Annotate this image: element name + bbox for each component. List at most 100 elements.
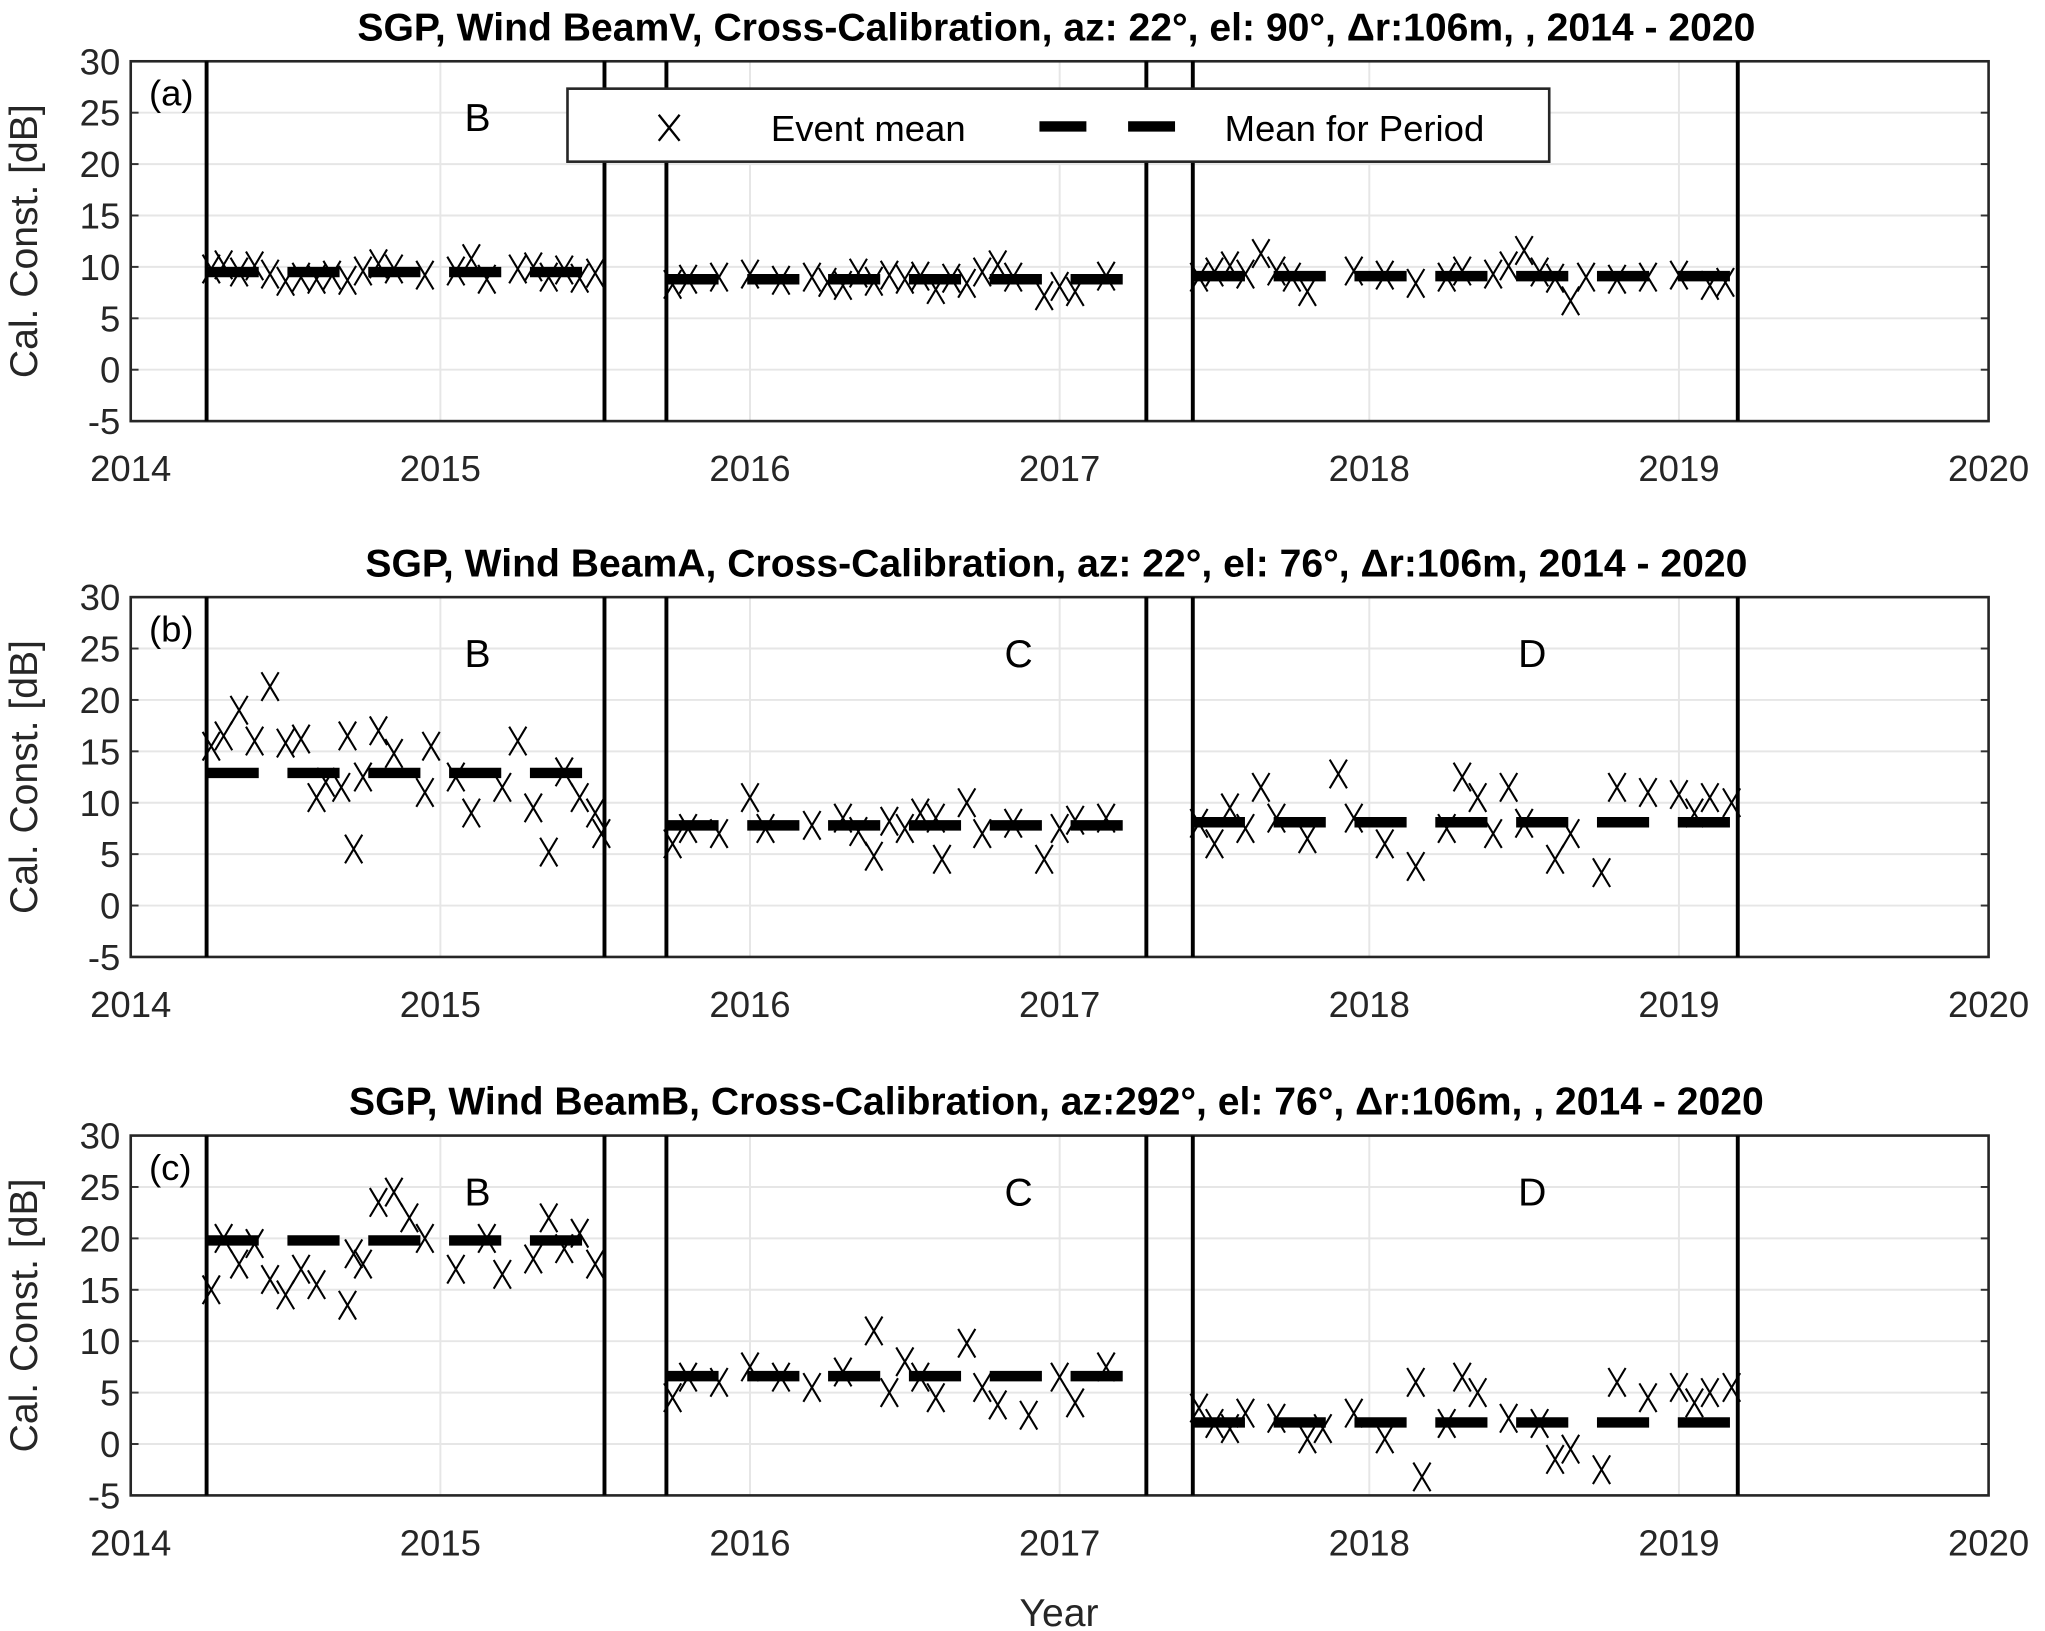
event-mean-marker	[1514, 808, 1534, 839]
event-mean-marker	[1375, 260, 1395, 291]
y-tick-label: -5	[88, 937, 120, 978]
event-mean-marker	[1592, 1454, 1612, 1485]
x-tick-label: 2017	[1019, 1522, 1100, 1563]
event-mean-marker	[554, 757, 574, 787]
event-mean-marker	[1700, 270, 1720, 301]
y-tick-label: 10	[80, 1321, 121, 1362]
y-tick-label: 0	[100, 1424, 120, 1465]
event-mean-marker	[848, 258, 868, 288]
event-mean-marker	[554, 255, 574, 285]
event-mean-marker	[1669, 1372, 1689, 1403]
x-tick-label: 2018	[1329, 1522, 1410, 1563]
y-tick-label: 20	[80, 144, 121, 185]
period-label: C	[1004, 633, 1032, 676]
event-mean-marker	[1499, 250, 1519, 281]
period-label: B	[464, 633, 490, 676]
x-tick-label: 2016	[709, 448, 790, 489]
event-mean-marker	[1638, 262, 1658, 293]
event-mean-marker	[771, 1362, 791, 1393]
event-mean-marker	[1452, 762, 1472, 792]
x-tick-label: 2014	[90, 1522, 171, 1563]
event-mean-marker	[1576, 262, 1596, 293]
x-tick-label: 2019	[1638, 984, 1719, 1025]
event-mean-marker	[1545, 1444, 1565, 1475]
event-mean-marker	[1561, 285, 1581, 316]
event-mean-marker	[1700, 782, 1720, 813]
event-mean-marker	[461, 798, 481, 828]
legend-entry-mean-for-period: Mean for Period	[1225, 108, 1485, 149]
event-mean-marker	[1096, 1352, 1116, 1382]
event-mean-marker	[1406, 268, 1426, 299]
event-mean-marker	[1220, 1413, 1240, 1444]
x-tick-label: 2018	[1329, 984, 1410, 1025]
event-mean-marker	[368, 715, 388, 746]
event-mean-marker	[1499, 1403, 1519, 1434]
event-mean-marker	[570, 1218, 590, 1249]
event-mean-marker	[895, 813, 915, 844]
event-mean-marker	[214, 721, 234, 751]
event-mean-marker	[201, 731, 221, 762]
panel-label: (b)	[149, 608, 194, 649]
event-mean-marker	[229, 257, 249, 287]
panel-label: (a)	[149, 73, 194, 114]
x-tick-label: 2018	[1329, 448, 1410, 489]
event-mean-marker	[291, 1254, 311, 1285]
event-mean-marker	[1189, 1393, 1209, 1423]
event-mean-marker	[316, 767, 336, 798]
period-label: D	[1518, 633, 1546, 676]
event-mean-marker	[477, 264, 497, 295]
event-mean-marker	[415, 260, 435, 291]
event-mean-marker	[492, 1259, 512, 1290]
event-mean-marker	[1344, 1398, 1364, 1429]
period-label: C	[1004, 1171, 1032, 1214]
event-mean-marker	[1437, 262, 1457, 293]
event-mean-marker	[353, 762, 373, 792]
y-tick-label: 15	[80, 196, 121, 237]
event-mean-marker	[678, 813, 698, 844]
event-mean-marker	[1700, 1377, 1720, 1408]
event-mean-marker	[663, 828, 683, 859]
event-mean-marker	[1297, 1423, 1317, 1454]
event-mean-marker	[1266, 803, 1286, 834]
chart-title: SGP, Wind BeamA, Cross-Calibration, az: …	[365, 542, 1747, 585]
event-mean-marker	[1065, 1388, 1085, 1418]
event-mean-marker	[539, 1202, 559, 1233]
y-tick-label: 30	[80, 41, 121, 82]
y-tick-label: 30	[80, 1116, 121, 1157]
x-tick-label: 2015	[400, 448, 481, 489]
y-axis-label: Cal. Const. [dB]	[3, 104, 46, 378]
event-mean-marker	[972, 257, 992, 287]
event-mean-marker	[709, 818, 729, 849]
event-mean-marker	[446, 256, 466, 286]
event-mean-marker	[1189, 808, 1209, 839]
y-tick-label: 25	[80, 629, 121, 670]
event-mean-marker	[1545, 263, 1565, 294]
event-mean-marker	[307, 264, 327, 295]
event-mean-marker	[384, 738, 404, 769]
event-mean-marker	[833, 803, 853, 834]
event-mean-marker	[895, 264, 915, 295]
event-mean-marker	[523, 793, 543, 823]
event-mean-marker	[585, 258, 605, 288]
panel-label: (c)	[149, 1147, 192, 1188]
x-tick-label: 2015	[400, 984, 481, 1025]
period-label: B	[464, 1171, 490, 1214]
event-mean-marker	[910, 1362, 930, 1393]
event-mean-marker	[245, 1228, 265, 1259]
event-mean-marker	[740, 259, 760, 289]
x-tick-label: 2016	[709, 984, 790, 1025]
event-mean-marker	[1638, 777, 1658, 808]
event-mean-marker	[833, 1357, 853, 1387]
event-mean-marker	[1003, 262, 1023, 293]
event-mean-marker	[926, 803, 946, 834]
x-tick-label: 2020	[1948, 1522, 2029, 1563]
y-tick-label: 0	[100, 350, 120, 391]
event-mean-marker	[570, 263, 590, 294]
event-mean-marker	[817, 267, 837, 298]
event-mean-marker	[1722, 1372, 1742, 1403]
event-mean-marker	[864, 1316, 884, 1346]
event-mean-marker	[1328, 759, 1348, 789]
y-tick-label: 10	[80, 247, 121, 288]
event-mean-marker	[539, 837, 559, 867]
